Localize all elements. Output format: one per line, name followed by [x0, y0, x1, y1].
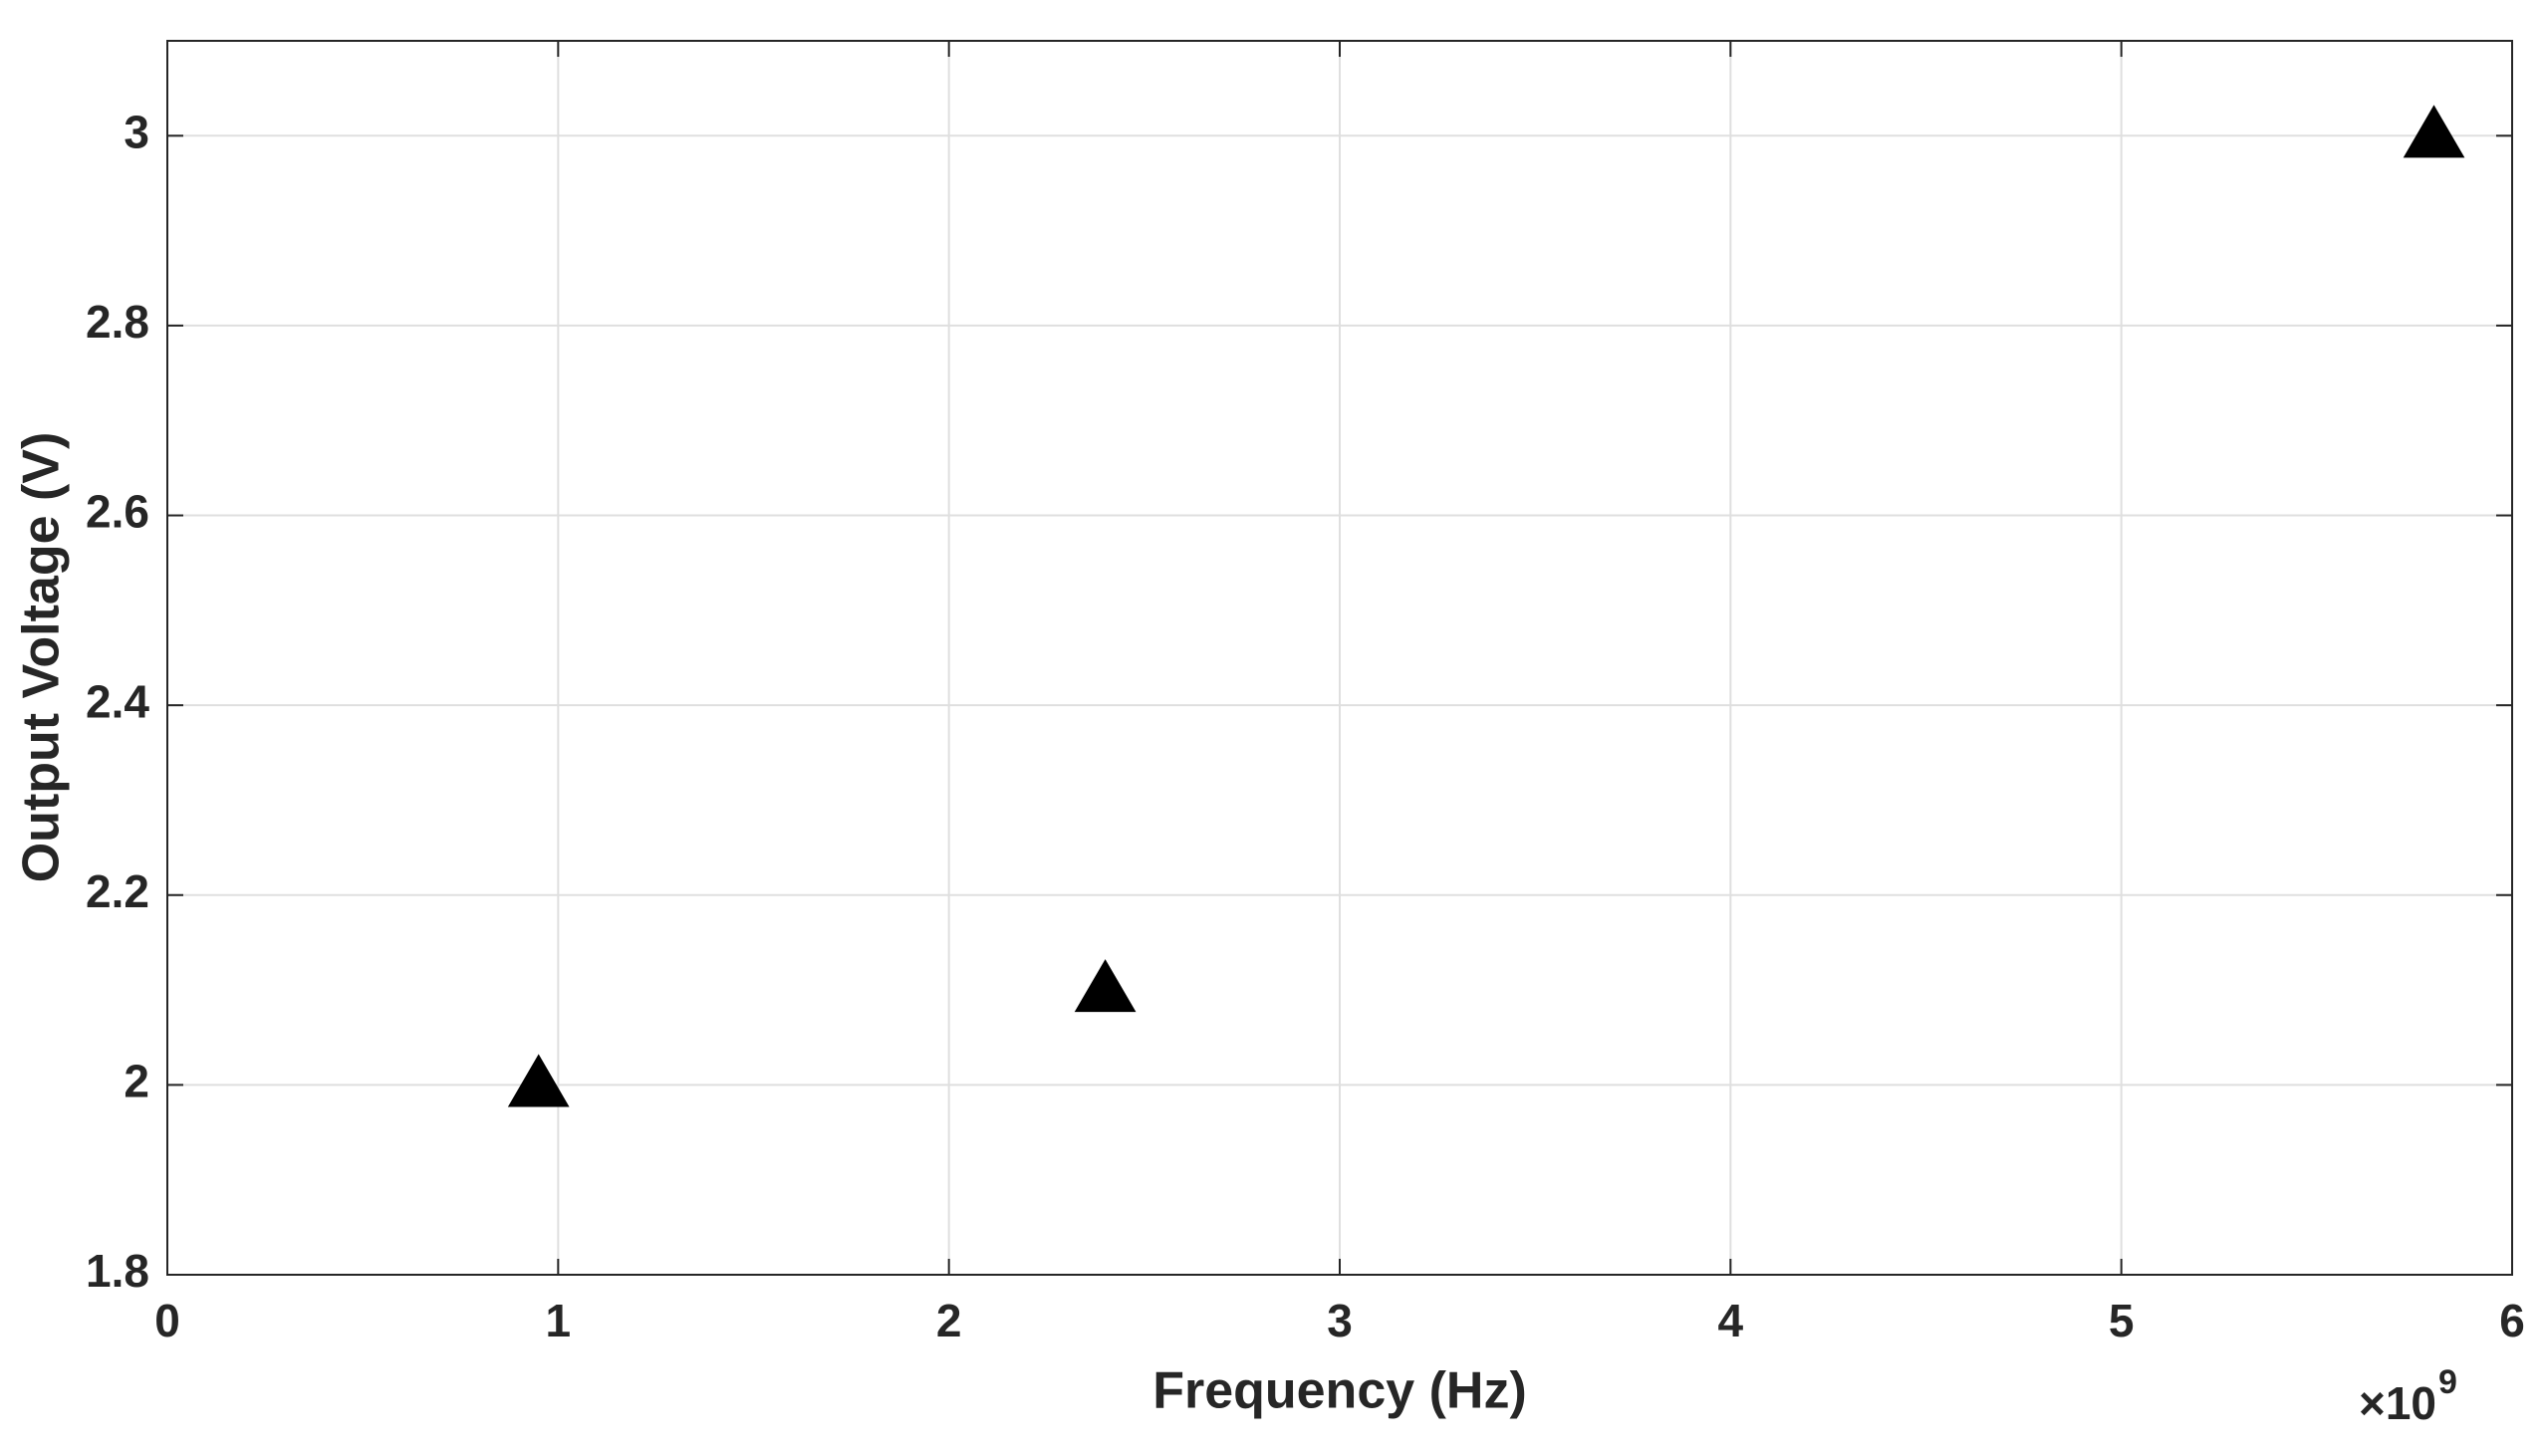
- y-axis-label: Output Voltage (V): [13, 432, 71, 883]
- y-tick-label: 2: [124, 1056, 149, 1107]
- x-tick-label: 3: [1327, 1295, 1353, 1346]
- data-point: [2403, 105, 2465, 158]
- y-tick-label: 2.2: [86, 865, 149, 917]
- data-point: [1074, 959, 1137, 1013]
- x-tick-label: 2: [936, 1295, 962, 1346]
- y-tick-label: 2.6: [86, 486, 149, 538]
- x-tick-label: 1: [546, 1295, 572, 1346]
- x-tick-label: 0: [154, 1295, 180, 1346]
- x-tick-label: 6: [2499, 1295, 2525, 1346]
- plot-frame: [166, 40, 2513, 1276]
- x-axis-label: Frequency (Hz): [1152, 1362, 1527, 1420]
- x-tick-label: 5: [2109, 1295, 2135, 1346]
- x-tick-label: 4: [1718, 1295, 1744, 1346]
- y-tick-label: 3: [124, 106, 149, 157]
- x-scale-base: ×10: [2359, 1377, 2436, 1429]
- x-scale-exponent: 9: [2438, 1363, 2457, 1401]
- y-tick-label: 1.8: [86, 1245, 149, 1297]
- y-tick-label: 2.8: [86, 296, 149, 348]
- y-tick-label: 2.4: [86, 675, 149, 727]
- data-point: [507, 1054, 570, 1107]
